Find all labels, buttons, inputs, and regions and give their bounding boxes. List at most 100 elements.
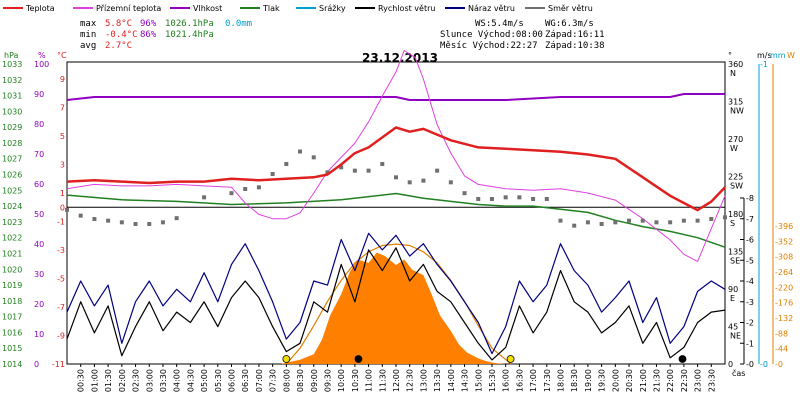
wind-tick-label: -0 <box>746 360 754 369</box>
axis-unit-direction: ° <box>728 51 732 60</box>
axis-unit-celsius: °C <box>57 51 67 60</box>
legend-item-vlhkost: Vlhkost <box>170 4 222 13</box>
direction-compass-label: SE <box>730 257 740 266</box>
time-tick-label: 01:00 <box>90 369 99 392</box>
wind-direction-point <box>448 180 453 185</box>
direction-tick-label: 270 <box>728 135 743 144</box>
wind-direction-point <box>695 218 700 223</box>
time-tick-label: 13:00 <box>419 369 428 392</box>
wind-direction-point <box>435 168 440 173</box>
wind-direction-point <box>380 162 385 166</box>
direction-tick-label: 315 <box>728 98 743 107</box>
celsius-tick-label: 1 <box>60 189 65 198</box>
direction-tick-label: 0 <box>728 360 733 369</box>
time-tick-label: 06:00 <box>228 369 237 392</box>
legend-item-teplota: Teplota <box>3 4 55 13</box>
wind-direction-point <box>202 195 207 200</box>
time-tick-label: 18:00 <box>557 369 566 392</box>
wind-tick-label: -1 <box>746 339 754 348</box>
hpa-tick-label: 1029 <box>2 123 22 132</box>
time-tick-label: 18:30 <box>570 369 579 392</box>
time-tick-label: 20:30 <box>625 369 634 392</box>
time-tick-label: 22:30 <box>680 369 689 392</box>
time-tick-label: 22:00 <box>666 369 675 392</box>
pct-tick-label: 90 <box>34 90 44 99</box>
time-tick-label: 05:30 <box>214 369 223 392</box>
chart-title: 23.12.2013 <box>362 51 438 65</box>
direction-compass-label: NW <box>730 107 744 116</box>
time-tick-label: 03:30 <box>159 369 168 392</box>
hpa-tick-label: 1019 <box>2 281 22 290</box>
wind-direction-point <box>462 191 467 196</box>
series-line-tlak <box>66 192 726 248</box>
celsius-tick-label: 9 <box>60 75 65 84</box>
pct-tick-label: 100 <box>34 60 49 69</box>
wind-direction-point <box>311 155 316 160</box>
axis-unit-pct: % <box>38 51 46 60</box>
wind-tick-label: -8 <box>746 194 754 203</box>
direction-tick-label: 135 <box>728 248 743 257</box>
celsius-tick-label: -9 <box>57 332 65 341</box>
hpa-tick-label: 1027 <box>2 155 22 164</box>
solar-tick-label: -220 <box>775 283 793 292</box>
info-ws: WS:5.4m/s <box>475 19 524 29</box>
time-tick-label: 12:00 <box>392 369 401 392</box>
pct-tick-label: 10 <box>34 330 44 339</box>
time-tick-label: 05:00 <box>200 369 209 392</box>
hpa-tick-label: 1023 <box>2 218 22 227</box>
series <box>65 50 727 365</box>
celsius-tick-label: -5 <box>57 275 65 284</box>
hpa-tick-label: 1026 <box>2 171 22 180</box>
wind-direction-point <box>147 222 152 226</box>
time-tick-label: 04:00 <box>173 369 182 392</box>
hpa-tick-label: 1032 <box>2 76 22 85</box>
hpa-tick-label: 1018 <box>2 297 22 306</box>
wind-direction-point <box>421 178 426 183</box>
wind-direction-point <box>723 215 727 220</box>
legend-item-smer-vetru: Směr větru <box>525 4 593 13</box>
solar-tick-label: -44 <box>775 345 788 354</box>
celsius-tick-label: 0 <box>60 203 65 212</box>
wind-direction-point <box>668 220 673 225</box>
solar-tick-label: -132 <box>775 314 793 323</box>
legend-item-naraz-vetru: Náraz větru <box>445 4 515 13</box>
celsius-tick-label: -1 <box>57 218 65 227</box>
legend-label: Rychlost větru <box>378 4 435 13</box>
wind-direction-point <box>544 197 549 201</box>
wind-direction-point <box>119 220 124 225</box>
solar-tick-label: -0 <box>775 360 783 369</box>
hpa-tick-label: 1033 <box>2 60 22 69</box>
hpa-tick-label: 1022 <box>2 234 22 243</box>
hpa-tick-label: 1028 <box>2 139 22 148</box>
x-axis-label: čas <box>732 368 745 378</box>
wind-direction-point <box>613 220 618 225</box>
stats-max-press: 1026.1hPa <box>165 19 214 29</box>
solar-tick-label: -352 <box>775 237 793 246</box>
stats-max-label: max <box>80 19 97 29</box>
wind-direction-point <box>627 218 632 223</box>
stats-block: max 5.8°C 96% 1026.1hPa 0.0mm min -0.4°C… <box>80 19 252 51</box>
legend-label: Tlak <box>262 4 280 13</box>
marker-moonrise <box>678 355 687 363</box>
stats-avg-temp: 2.7°C <box>105 41 132 51</box>
stats-max-hum: 96% <box>140 19 157 29</box>
wind-direction-point <box>270 172 275 176</box>
direction-compass-label: E <box>730 294 735 303</box>
wind-direction-point <box>256 185 261 190</box>
time-tick-label: 15:00 <box>474 369 483 392</box>
wind-tick-label: -7 <box>746 215 754 224</box>
hpa-tick-label: 1025 <box>2 186 22 195</box>
info-moonrise: Měsíc Východ:22:27 <box>440 41 538 51</box>
time-tick-label: 20:00 <box>611 369 620 392</box>
pct-tick-label: 80 <box>34 120 44 129</box>
wind-direction-point <box>174 216 179 221</box>
legend-label: Přízemní teplota <box>96 4 161 13</box>
wind-direction-point <box>531 197 536 201</box>
wind-direction-point <box>284 162 289 166</box>
series-line-vlhkost <box>66 93 725 101</box>
wind-direction-point <box>654 220 659 225</box>
solar-radiation-area <box>280 252 506 364</box>
time-tick-label: 03:00 <box>145 369 154 392</box>
legend: Teplota Přízemní teplota Vlhkost Tlak Sr… <box>3 4 593 13</box>
